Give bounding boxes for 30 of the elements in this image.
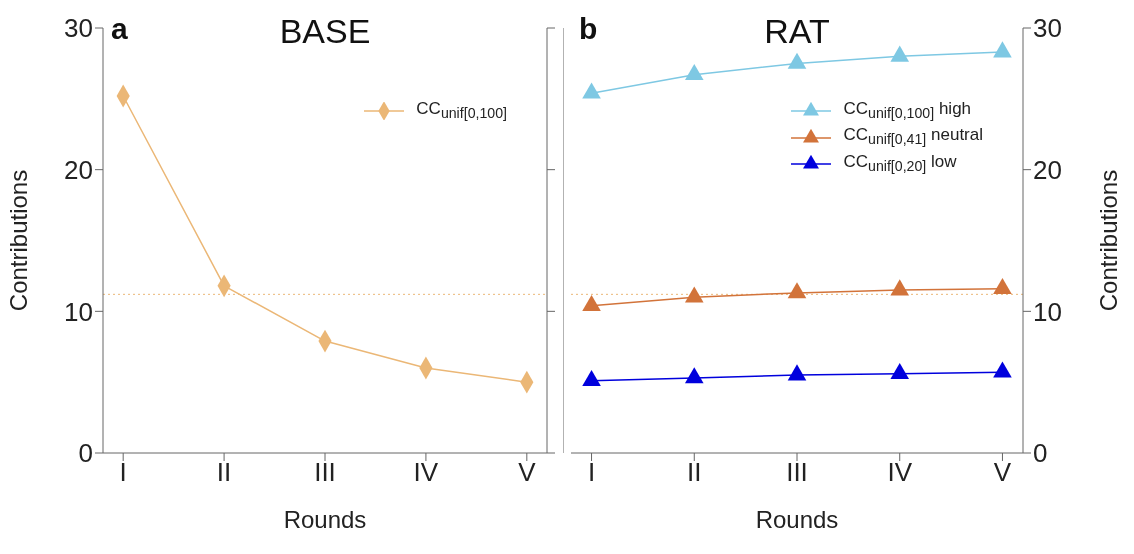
x-tick-label: III (314, 457, 336, 488)
x-tick-label: I (587, 457, 596, 488)
legend-label: CC$_{unif[0,100]}$ high (843, 98, 972, 124)
legend-label: CC$_{unif[0,100]}$ (416, 98, 507, 124)
x-tick-label: II (216, 457, 232, 488)
y2-tick-label: 20 (1033, 154, 1062, 185)
y-tick-label: 30 (64, 13, 93, 44)
x-tick-label: IV (413, 457, 439, 488)
y-tick-label: 20 (64, 154, 93, 185)
annotation: b (579, 12, 598, 46)
y2-tick-label: 30 (1033, 13, 1062, 44)
x-tick-label: IV (887, 457, 913, 488)
y-tick-label: 0 (78, 438, 93, 469)
y2-axis-title: Contributions (1094, 169, 1122, 312)
x-tick-label: III (786, 457, 808, 488)
x-axis-title: Rounds (283, 506, 367, 533)
chart-title: BASE (279, 12, 371, 50)
x-tick-label: V (518, 457, 537, 488)
x-tick-label: V (993, 457, 1012, 488)
y2-tick-label: 10 (1033, 296, 1062, 327)
annotation: a (111, 12, 128, 46)
y-tick-label: 10 (64, 296, 93, 327)
legend-label: CC$_{unif[0,41]}$ neutral (843, 124, 983, 150)
x-tick-label: I (119, 457, 127, 488)
chart-title: RAT (764, 12, 830, 50)
x-axis-title: Rounds (755, 506, 839, 533)
y2-tick-label: 0 (1033, 438, 1048, 469)
legend-label: CC$_{unif[0,20]}$ low (843, 150, 957, 177)
x-tick-label: II (687, 457, 702, 488)
y-axis-title: Contributions (4, 169, 32, 312)
